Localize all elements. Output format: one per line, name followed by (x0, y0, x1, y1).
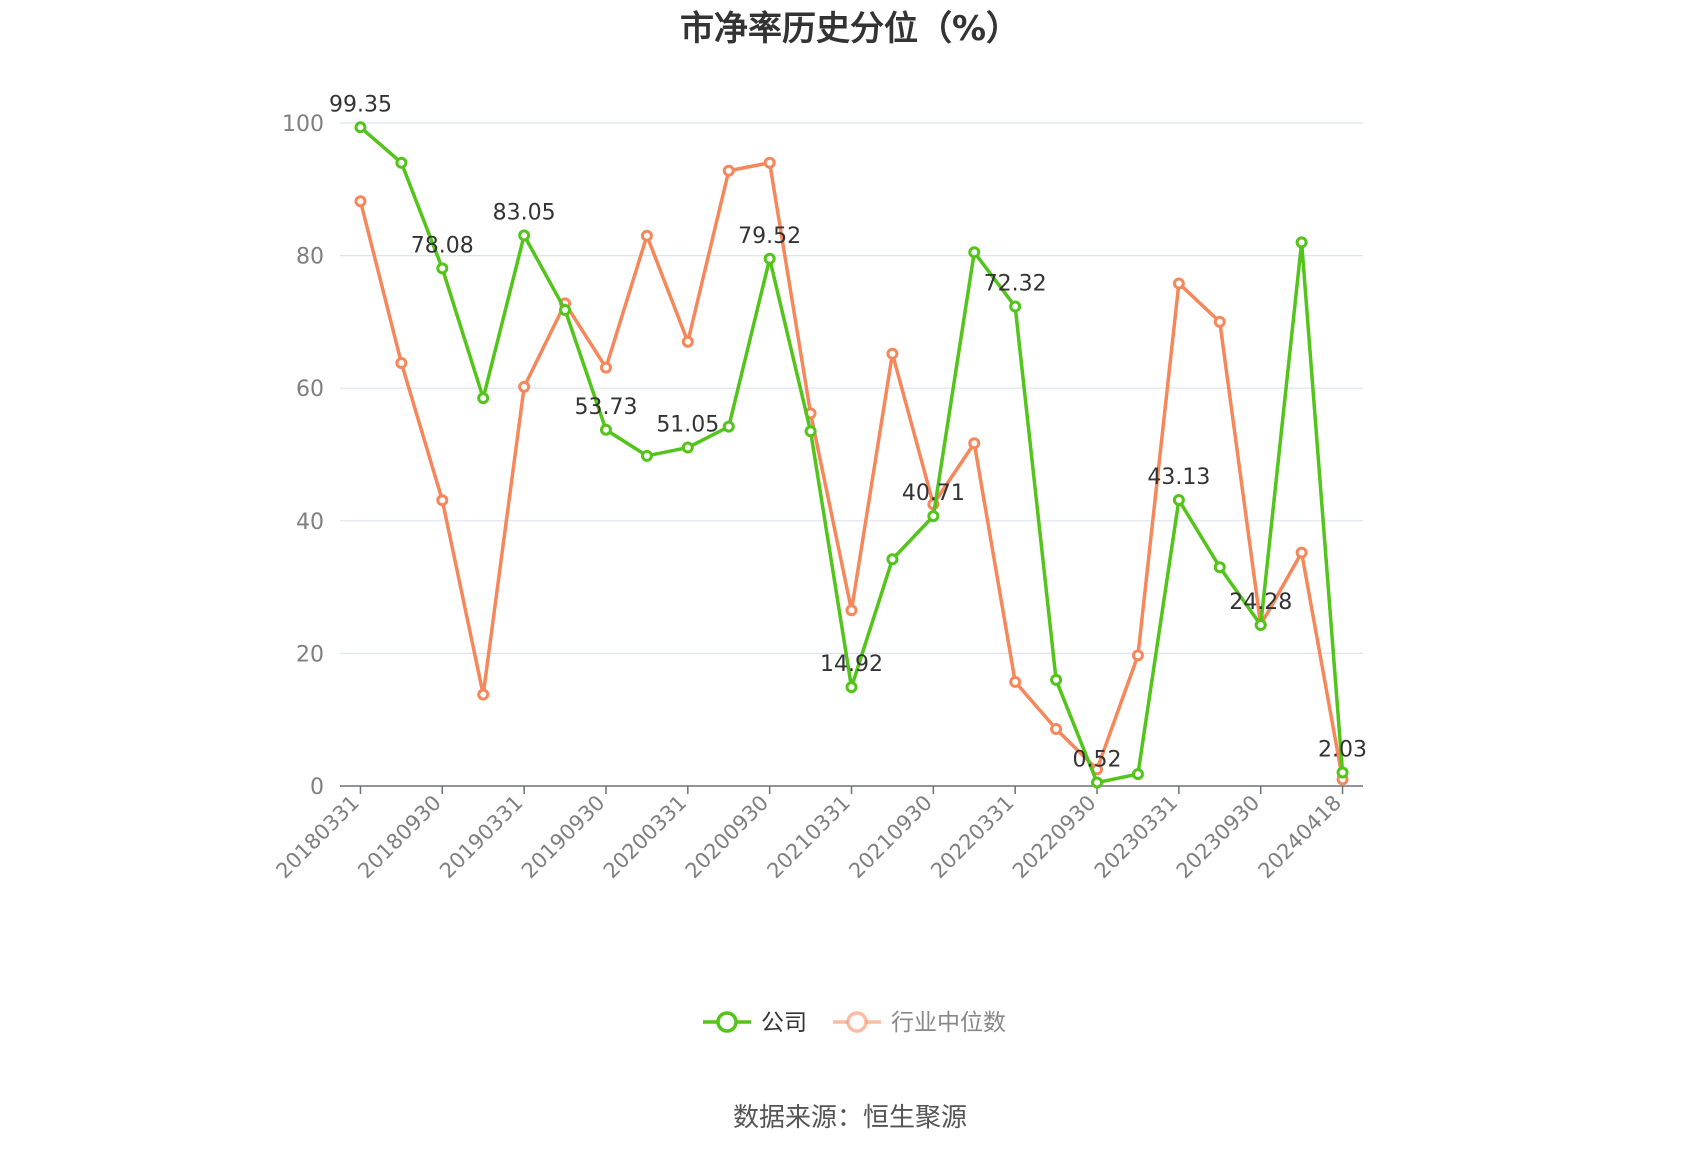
x-tick-label: 20190930 (517, 791, 610, 884)
data-label: 51.05 (656, 413, 719, 438)
data-point-industry (518, 380, 531, 393)
data-point-company (559, 303, 572, 316)
data-label: 78.08 (411, 233, 474, 258)
data-source: 数据来源：恒生聚源 (733, 1103, 967, 1133)
data-point-company (1336, 766, 1349, 779)
data-point-industry (1172, 277, 1185, 290)
x-tick-label: 20200331 (599, 791, 692, 884)
legend-item-0: 公司 (703, 1010, 807, 1036)
data-label: 72.32 (984, 272, 1047, 297)
x-tick-label: 20190331 (435, 791, 528, 884)
data-label: 0.52 (1073, 748, 1122, 773)
data-point-industry (1050, 722, 1063, 735)
y-tick-label: 80 (296, 245, 324, 270)
data-point-company (1254, 619, 1267, 632)
data-point-company (1131, 768, 1144, 781)
data-point-industry (1131, 649, 1144, 662)
data-label: 83.05 (493, 200, 556, 225)
grid-lines: 0 20 40 60 80 100 (282, 112, 1363, 800)
data-point-industry (354, 195, 367, 208)
data-point-company (1009, 300, 1022, 313)
data-point-company (1172, 494, 1185, 507)
y-tick-label: 0 (310, 775, 324, 800)
data-point-company (395, 156, 408, 169)
data-point-company (1050, 673, 1063, 686)
x-tick-label: 20210331 (762, 791, 855, 884)
data-label: 53.73 (574, 395, 637, 420)
data-point-industry (640, 229, 653, 242)
data-label: 40.71 (902, 481, 965, 506)
data-point-industry (436, 494, 449, 507)
data-point-company (436, 262, 449, 275)
data-point-industry (845, 604, 858, 617)
data-point-industry (1295, 546, 1308, 559)
data-point-company (886, 553, 899, 566)
data-point-industry (1009, 675, 1022, 688)
data-point-company (1295, 236, 1308, 249)
legend-marker (716, 1011, 738, 1033)
data-point-company (927, 510, 940, 523)
x-tick-label: 20210930 (844, 791, 937, 884)
data-labels: 99.35 78.08 83.05 53.73 51.05 79.52 14.92 40.71… (329, 92, 1367, 772)
x-tick-label: 20240418 (1254, 791, 1347, 884)
legend-item-1: 行业中位数 (833, 1010, 1006, 1036)
data-label: 99.35 (329, 92, 392, 117)
data-point-company (1213, 561, 1226, 574)
data-point-company (722, 420, 735, 433)
x-tick-label: 20220930 (1008, 791, 1101, 884)
data-point-industry (968, 437, 981, 450)
data-label: 43.13 (1147, 465, 1210, 490)
x-tick-label: 20200930 (681, 791, 774, 884)
x-axis: 2018033120180930201903312019093020200331… (271, 785, 1363, 884)
data-point-industry (722, 164, 735, 177)
x-tick-label: 20180930 (353, 791, 446, 884)
legend-label: 公司 (761, 1010, 807, 1036)
data-point-industry (1213, 315, 1226, 328)
x-tick-label: 20230930 (1172, 791, 1265, 884)
data-point-industry (395, 357, 408, 370)
data-label: 24.28 (1229, 590, 1292, 615)
chart-title: 市净率历史分位（%） (680, 9, 1020, 49)
legend: 公司 行业中位数 (703, 1010, 1006, 1036)
y-tick-label: 60 (296, 377, 324, 402)
y-tick-label: 100 (282, 112, 324, 137)
data-point-industry (477, 688, 490, 701)
x-tick-label: 20220331 (926, 791, 1019, 884)
legend-label: 行业中位数 (891, 1010, 1006, 1036)
data-label: 2.03 (1318, 738, 1367, 763)
data-point-company (1091, 776, 1104, 789)
data-point-company (968, 246, 981, 259)
data-label: 14.92 (820, 652, 883, 677)
x-tick-label: 20230331 (1090, 791, 1183, 884)
data-point-company (763, 252, 776, 265)
data-point-company (599, 423, 612, 436)
data-point-company (354, 121, 367, 134)
data-point-industry (763, 156, 776, 169)
data-point-industry (599, 361, 612, 374)
x-tick-label: 20180331 (271, 791, 364, 884)
data-label: 79.52 (738, 224, 801, 249)
data-point-company (845, 681, 858, 694)
y-tick-label: 40 (296, 510, 324, 535)
data-point-company (640, 449, 653, 462)
data-point-company (804, 425, 817, 438)
data-point-company (477, 392, 490, 405)
data-point-industry (681, 335, 694, 348)
legend-marker (846, 1011, 868, 1033)
data-point-industry (886, 347, 899, 360)
data-point-company (518, 229, 531, 242)
data-point-company (681, 441, 694, 454)
series-layer (354, 121, 1349, 789)
y-tick-label: 20 (296, 642, 324, 667)
